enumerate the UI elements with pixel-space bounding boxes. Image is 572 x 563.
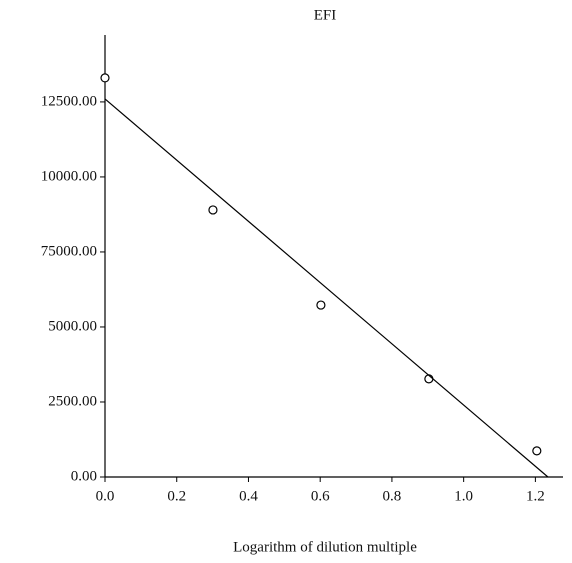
x-tick-label: 0.6 (311, 488, 330, 504)
data-point (208, 205, 218, 215)
y-tick-label: 12500.00 (41, 93, 97, 109)
y-tick-label: 0.00 (71, 468, 97, 484)
fit-line (104, 98, 549, 478)
data-point (316, 300, 326, 310)
y-tick-label: 75000.00 (41, 243, 97, 259)
x-tick-label: 1.0 (454, 488, 473, 504)
x-tick-label: 1.2 (526, 488, 545, 504)
data-point (532, 446, 542, 456)
data-point (100, 73, 110, 83)
chart-title: EFI (314, 7, 337, 23)
x-axis-label: Logarithm of dilution multiple (233, 539, 417, 555)
y-tick-label: 2500.00 (48, 393, 97, 409)
x-tick-label: 0.4 (239, 488, 258, 504)
x-tick-label: 0.8 (383, 488, 402, 504)
y-tick-label: 5000.00 (48, 318, 97, 334)
x-tick-label: 0.2 (167, 488, 186, 504)
x-tick-label: 0.0 (96, 488, 115, 504)
y-tick-label: 10000.00 (41, 168, 97, 184)
